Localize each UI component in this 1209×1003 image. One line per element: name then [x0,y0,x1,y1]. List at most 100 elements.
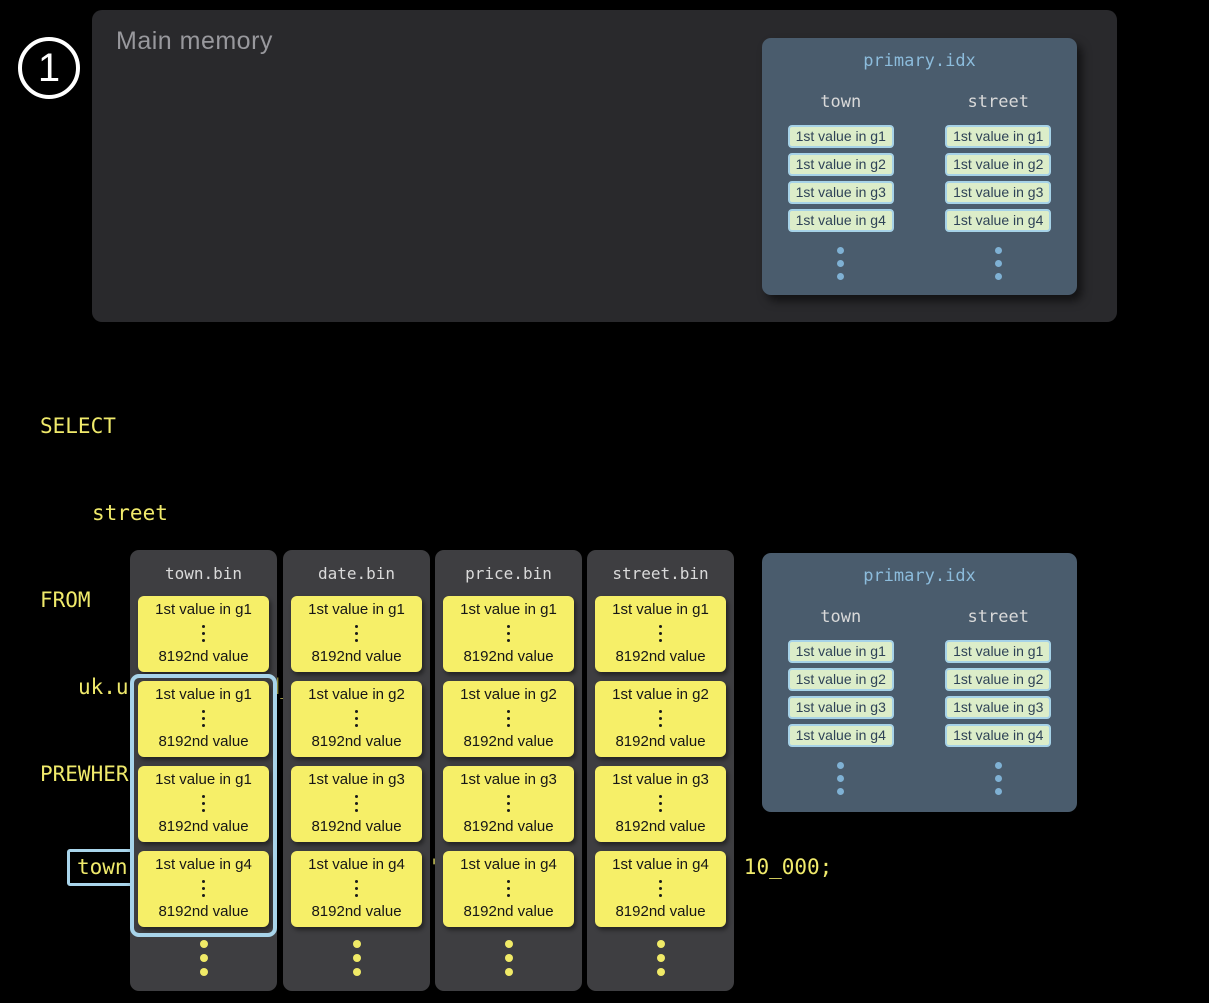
granule-first-value: 1st value in g3 [612,771,709,788]
granule-block: 1st value in g1 8192nd value [138,766,269,842]
granule-block: 1st value in g1 8192nd value [291,596,422,672]
index-entry-chip: 1st value in g3 [945,181,1052,204]
granule-block: 1st value in g3 8192nd value [291,766,422,842]
granule-ellipsis [355,710,358,727]
idx-column-street: street 1st value in g1 1st value in g2 1… [920,92,1078,280]
idx-column-name: town [820,607,862,627]
granule-block: 1st value in g1 8192nd value [138,596,269,672]
bin-title: date.bin [317,564,396,583]
granule-block: 1st value in g2 8192nd value [443,681,574,757]
sql-line-prewhere: PREWHERE [40,762,142,786]
step-number: 1 [37,45,61,90]
granule-last-value: 8192nd value [311,733,402,750]
index-entry-chip: 1st value in g3 [945,696,1052,719]
granule-first-value: 1st value in g3 [308,771,405,788]
granule-first-value: 1st value in g2 [460,686,557,703]
granule-ellipsis [507,625,510,642]
granule-block: 1st value in g2 8192nd value [595,681,726,757]
idx-column-name: street [967,92,1029,112]
granule-ellipsis [202,710,205,727]
granule-first-value: 1st value in g4 [155,856,252,873]
granule-block: 1st value in g1 8192nd value [138,681,269,757]
sql-line-from: FROM [40,588,91,612]
granule-ellipsis [659,880,662,897]
granule-first-value: 1st value in g1 [612,601,709,618]
granule-last-value: 8192nd value [615,733,706,750]
granule-block: 1st value in g4 8192nd value [138,851,269,927]
granule-ellipsis [507,710,510,727]
idx-column-name: town [820,92,862,112]
index-entry-chip: 1st value in g4 [787,209,894,232]
idx-columns: town 1st value in g1 1st value in g2 1st… [762,92,1077,280]
ellipsis-dots [994,762,1002,795]
granule-ellipsis [355,625,358,642]
granule-first-value: 1st value in g3 [460,771,557,788]
granule-last-value: 8192nd value [158,818,249,835]
granule-first-value: 1st value in g2 [308,686,405,703]
granule-first-value: 1st value in g1 [155,686,252,703]
index-entry-chip: 1st value in g1 [787,640,894,663]
index-entry-chip: 1st value in g4 [945,209,1052,232]
granule-ellipsis [507,795,510,812]
idx-column-street: street 1st value in g1 1st value in g2 1… [920,607,1078,795]
primary-idx-title: primary.idx [863,51,976,71]
ellipsis-dots [587,940,734,976]
granule-first-value: 1st value in g4 [460,856,557,873]
granule-ellipsis [659,710,662,727]
idx-column-town: town 1st value in g1 1st value in g2 1st… [762,92,920,280]
granule-last-value: 8192nd value [463,733,554,750]
index-entry-chip: 1st value in g1 [945,125,1052,148]
granule-ellipsis [355,880,358,897]
sql-line-select-column: street [92,501,168,525]
primary-index-panel-disk: primary.idx town 1st value in g1 1st val… [762,553,1077,812]
granule-ellipsis [507,880,510,897]
granule-ellipsis [355,795,358,812]
granule-last-value: 8192nd value [463,648,554,665]
ellipsis-dots [130,940,277,976]
bin-title: street.bin [612,564,709,583]
granule-block: 1st value in g3 8192nd value [443,766,574,842]
sql-line-select: SELECT [40,414,116,438]
granule-first-value: 1st value in g1 [155,601,252,618]
granule-ellipsis [659,625,662,642]
granule-last-value: 8192nd value [463,903,554,920]
granule-first-value: 1st value in g4 [612,856,709,873]
ellipsis-dots [837,762,845,795]
index-entry-chip: 1st value in g2 [945,668,1052,691]
granule-last-value: 8192nd value [311,903,402,920]
ellipsis-dots [435,940,582,976]
column-file-town-bin: town.bin 1st value in g1 8192nd value 1s… [130,550,277,991]
column-file-street-bin: street.bin 1st value in g1 8192nd value … [587,550,734,991]
idx-column-name: street [967,607,1029,627]
granule-last-value: 8192nd value [311,648,402,665]
granule-last-value: 8192nd value [615,648,706,665]
granule-block: 1st value in g2 8192nd value [291,681,422,757]
granule-block: 1st value in g3 8192nd value [595,766,726,842]
granule-last-value: 8192nd value [158,903,249,920]
primary-index-panel-memory: primary.idx town 1st value in g1 1st val… [762,38,1077,295]
granule-ellipsis [202,880,205,897]
granule-first-value: 1st value in g4 [308,856,405,873]
index-entry-chip: 1st value in g1 [787,125,894,148]
index-entry-chip: 1st value in g4 [787,724,894,747]
index-entry-chip: 1st value in g3 [787,181,894,204]
ellipsis-dots [283,940,430,976]
granule-last-value: 8192nd value [615,818,706,835]
granule-ellipsis [202,625,205,642]
index-entry-chip: 1st value in g3 [787,696,894,719]
granule-first-value: 1st value in g1 [460,601,557,618]
granule-block: 1st value in g4 8192nd value [443,851,574,927]
granule-block: 1st value in g4 8192nd value [291,851,422,927]
granule-last-value: 8192nd value [463,818,554,835]
index-entry-chip: 1st value in g4 [945,724,1052,747]
granule-block: 1st value in g1 8192nd value [443,596,574,672]
index-entry-chip: 1st value in g2 [945,153,1052,176]
column-file-price-bin: price.bin 1st value in g1 8192nd value 1… [435,550,582,991]
granule-first-value: 1st value in g1 [308,601,405,618]
index-entry-chip: 1st value in g2 [787,153,894,176]
granule-ellipsis [202,795,205,812]
granule-first-value: 1st value in g2 [612,686,709,703]
idx-columns: town 1st value in g1 1st value in g2 1st… [762,607,1077,795]
ellipsis-dots [994,247,1002,280]
